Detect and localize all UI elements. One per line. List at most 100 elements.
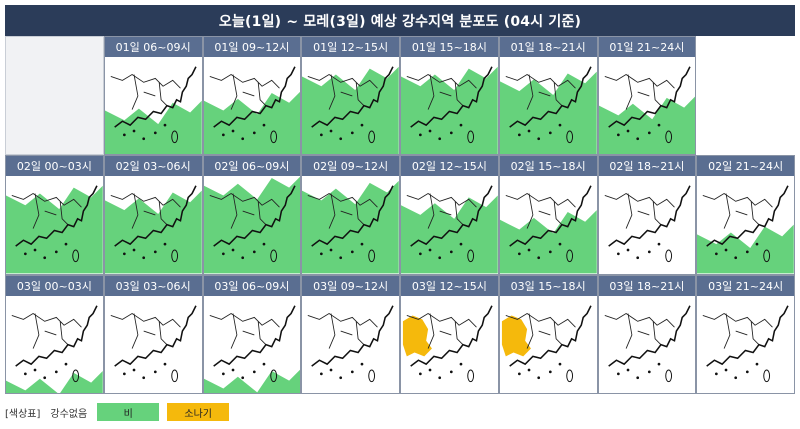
island-marker — [558, 123, 562, 127]
coastline — [410, 66, 493, 128]
forecast-map-cell: 02일 00~03시 — [5, 155, 104, 275]
forecast-map-cell: 01일 21~24시 — [597, 36, 697, 156]
coastline — [15, 185, 98, 248]
coastline — [607, 305, 691, 367]
forecast-map-grid: 01일 06~09시 01일 09~12시 01일 12~15시 01일 15~18시… — [5, 36, 795, 394]
province-borders — [702, 193, 774, 230]
forecast-map-cell: 01일 09~12시 — [202, 36, 302, 156]
province-borders — [505, 74, 576, 110]
province-borders — [307, 312, 379, 349]
island-outline — [664, 369, 672, 382]
coastline — [311, 305, 394, 367]
island-marker — [252, 370, 256, 373]
island-marker — [548, 131, 552, 135]
island-marker — [132, 129, 136, 133]
shower-area — [402, 315, 432, 356]
precip-map — [604, 305, 691, 382]
island-outline — [368, 130, 376, 144]
forecast-map-cell: 01일 06~09시 — [103, 36, 203, 156]
island-outline — [269, 130, 277, 144]
island-marker — [23, 372, 27, 375]
province-borders — [604, 74, 675, 110]
coastline — [706, 185, 789, 248]
island-marker — [163, 123, 167, 127]
precip-map — [501, 305, 592, 382]
coastline — [410, 305, 493, 367]
island-marker — [558, 362, 562, 366]
island-marker — [438, 137, 442, 141]
precip-map — [307, 305, 394, 382]
time-slot-label: 02일 00~03시 — [6, 156, 103, 177]
page-title: 오늘(1일) ~ 모레(3일) 예상 강수지역 분포도 (04시 기준) — [5, 5, 795, 36]
rain-area — [302, 66, 399, 155]
time-slot-label: 02일 15~18시 — [499, 156, 597, 177]
province-borders — [209, 74, 280, 110]
time-slot-label: 01일 21~24시 — [598, 37, 696, 57]
island-marker — [734, 376, 738, 379]
rain-area — [598, 95, 696, 155]
island-marker — [418, 133, 422, 137]
forecast-map-cell: 01일 18~21시 — [498, 36, 598, 156]
island-outline — [664, 249, 672, 263]
province-borders — [209, 312, 280, 349]
coastline — [508, 305, 592, 367]
island-marker — [142, 137, 145, 141]
island-marker — [132, 248, 136, 252]
time-slot-label: 02일 03~06시 — [104, 156, 202, 177]
forecast-map-cell: 03일 12~15시 — [400, 274, 499, 394]
rain-area — [203, 176, 301, 274]
province-borders — [11, 193, 82, 230]
island-outline — [269, 369, 277, 382]
forecast-map-cell: 02일 12~15시 — [400, 155, 499, 275]
island-marker — [142, 256, 145, 260]
legend-no-precip: 강수없음 — [50, 408, 88, 420]
island-marker — [517, 372, 521, 375]
legend-shower-swatch: 소나기 — [167, 403, 230, 421]
island-outline — [171, 369, 178, 382]
precip-map — [302, 181, 399, 274]
province-borders — [110, 193, 181, 230]
forecast-map-cell: 02일 18~21시 — [597, 155, 697, 275]
island-outline — [566, 130, 573, 144]
island-marker — [339, 137, 343, 141]
island-outline — [566, 369, 573, 382]
island-outline — [566, 249, 573, 263]
precip-map — [104, 185, 202, 274]
island-marker — [262, 123, 265, 127]
island-marker — [329, 129, 333, 133]
island-marker — [428, 248, 432, 252]
precip-map — [401, 185, 498, 274]
island-marker — [428, 129, 432, 133]
island-marker — [54, 250, 58, 254]
island-marker — [153, 131, 157, 135]
forecast-map-cell: 02일 09~12시 — [301, 155, 400, 275]
island-marker — [537, 137, 540, 141]
precip-map — [598, 66, 696, 155]
island-marker — [537, 256, 540, 260]
island-marker — [320, 372, 323, 375]
time-slot-label: 01일 15~18시 — [401, 37, 498, 57]
island-marker — [163, 362, 167, 366]
island-marker — [122, 252, 126, 256]
forecast-map-cell: 03일 18~21시 — [597, 274, 697, 394]
island-marker — [360, 243, 364, 246]
forecast-map-cell: 03일 09~12시 — [301, 274, 400, 394]
island-marker — [449, 131, 453, 135]
island-marker — [626, 368, 629, 371]
forecast-map-cell: 02일 06~09시 — [202, 155, 302, 275]
forecast-map-cell: 03일 06~09시 — [202, 274, 302, 394]
province-borders — [406, 74, 477, 110]
coastline — [113, 305, 197, 367]
island-marker — [459, 123, 463, 127]
island-marker — [657, 123, 660, 127]
shower-area — [501, 315, 531, 356]
island-marker — [616, 252, 620, 256]
island-marker — [527, 129, 531, 133]
coastline — [113, 66, 197, 128]
island-marker — [724, 248, 728, 252]
precip-map — [401, 66, 498, 155]
time-slot-label: 02일 06~09시 — [203, 156, 301, 177]
coastline — [607, 66, 691, 128]
island-marker — [616, 133, 620, 137]
legend-title: [색상표] — [5, 408, 41, 420]
